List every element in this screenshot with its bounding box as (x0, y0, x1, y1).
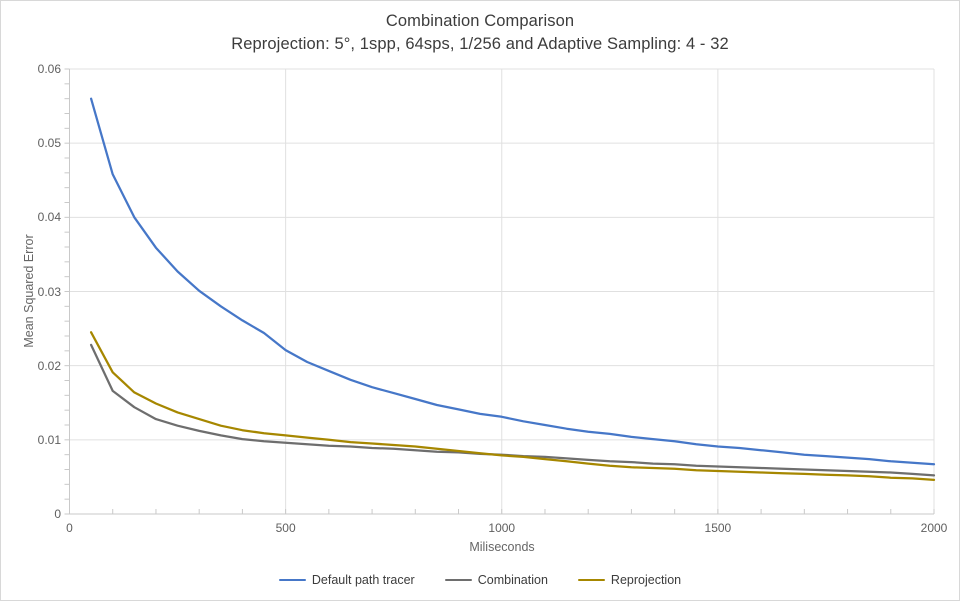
legend-line-swatch-reprojection (577, 578, 605, 582)
x-axis-title: Miliseconds (469, 540, 535, 554)
x-tick-label: 2000 (920, 521, 948, 535)
chart-titles: Combination Comparison Reprojection: 5°,… (1, 10, 959, 56)
legend-item-default-path-tracer: Default path tracer (278, 573, 415, 587)
x-tick-label: 1000 (488, 521, 516, 535)
x-axis-tick-labels: 0 500 1000 1500 2000 (1, 521, 959, 537)
chart-title: Combination Comparison (385, 12, 575, 30)
y-tick-label: 0.03 (37, 284, 61, 299)
y-axis-title: Mean Squared Error (22, 234, 36, 348)
x-tick-label: 1500 (704, 521, 732, 535)
legend-line-swatch-default-path-tracer (278, 578, 306, 582)
legend: Default path tracer Combination Reprojecti… (1, 573, 959, 587)
legend-item-combination: Combination (444, 573, 548, 587)
legend-label: Reprojection (610, 573, 682, 587)
series-line-reprojection (89, 331, 936, 482)
legend-line-swatch-combination (444, 578, 472, 582)
legend-item-reprojection: Reprojection (577, 573, 682, 587)
y-tick-label: 0.01 (37, 432, 61, 447)
y-tick-label: 0.05 (37, 136, 61, 151)
y-tick-label: 0.02 (37, 358, 61, 373)
chart-subtitle: Reprojection: 5°, 1spp, 64sps, 1/256 and… (231, 35, 729, 53)
legend-label: Default path tracer (311, 573, 415, 587)
y-tick-label: 0.06 (37, 62, 61, 76)
y-tick-label: 0 (54, 507, 61, 521)
y-axis-tick-labels: 0 0.01 0.02 0.03 0.04 0.05 0.06 (1, 1, 61, 600)
y-tick-label: 0.04 (37, 210, 61, 225)
x-tick-label: 0 (66, 521, 73, 535)
x-tick-label: 500 (275, 521, 296, 535)
series-line-default-path-tracer (89, 97, 936, 466)
legend-label: Combination (477, 573, 548, 587)
